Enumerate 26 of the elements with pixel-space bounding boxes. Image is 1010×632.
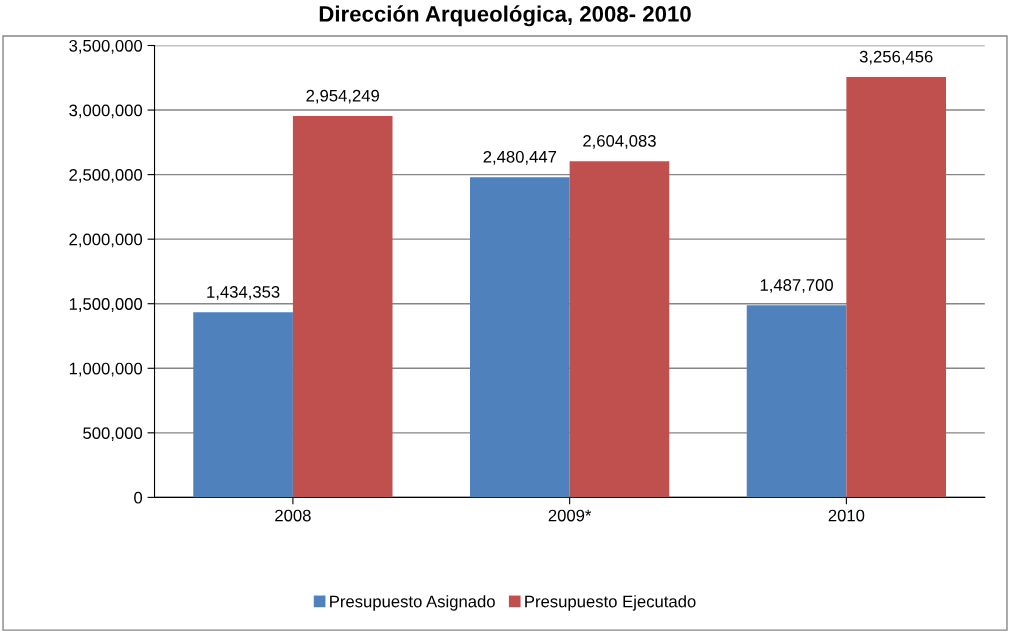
bar [193, 312, 293, 498]
legend-label: Presupuesto Ejecutado [525, 595, 696, 611]
bar [292, 115, 393, 498]
chart-title: Dirección Arqueológica, 2008- 2010 [319, 5, 691, 27]
x-tick-label: 2008 [275, 509, 311, 522]
x-tick-label: 2010 [828, 509, 865, 522]
data-label: 1,487,700 [760, 279, 833, 293]
y-tick-label: 3,500,000 [69, 39, 143, 54]
y-tick-label: 2,000,000 [69, 233, 143, 248]
y-tick-label: 0 [134, 491, 143, 504]
data-label: 1,434,353 [207, 285, 280, 300]
y-tick-label: 500,000 [83, 427, 143, 441]
data-label: 2,604,083 [583, 134, 656, 149]
data-label: 3,256,456 [859, 50, 933, 65]
bar [470, 177, 570, 498]
legend-label: Presupuesto Asignado [330, 595, 495, 611]
x-tick-label: 2009* [548, 509, 592, 522]
data-label: 2,480,447 [483, 150, 557, 165]
y-tick-label: 1,000,000 [69, 362, 143, 377]
bar [846, 76, 947, 498]
y-tick-label: 3,000,000 [69, 104, 143, 119]
bar [746, 305, 847, 498]
bar [569, 161, 670, 498]
y-tick-label: 2,500,000 [69, 169, 143, 183]
data-label: 2,954,249 [306, 89, 379, 104]
y-tick-label: 1,500,000 [69, 298, 143, 312]
